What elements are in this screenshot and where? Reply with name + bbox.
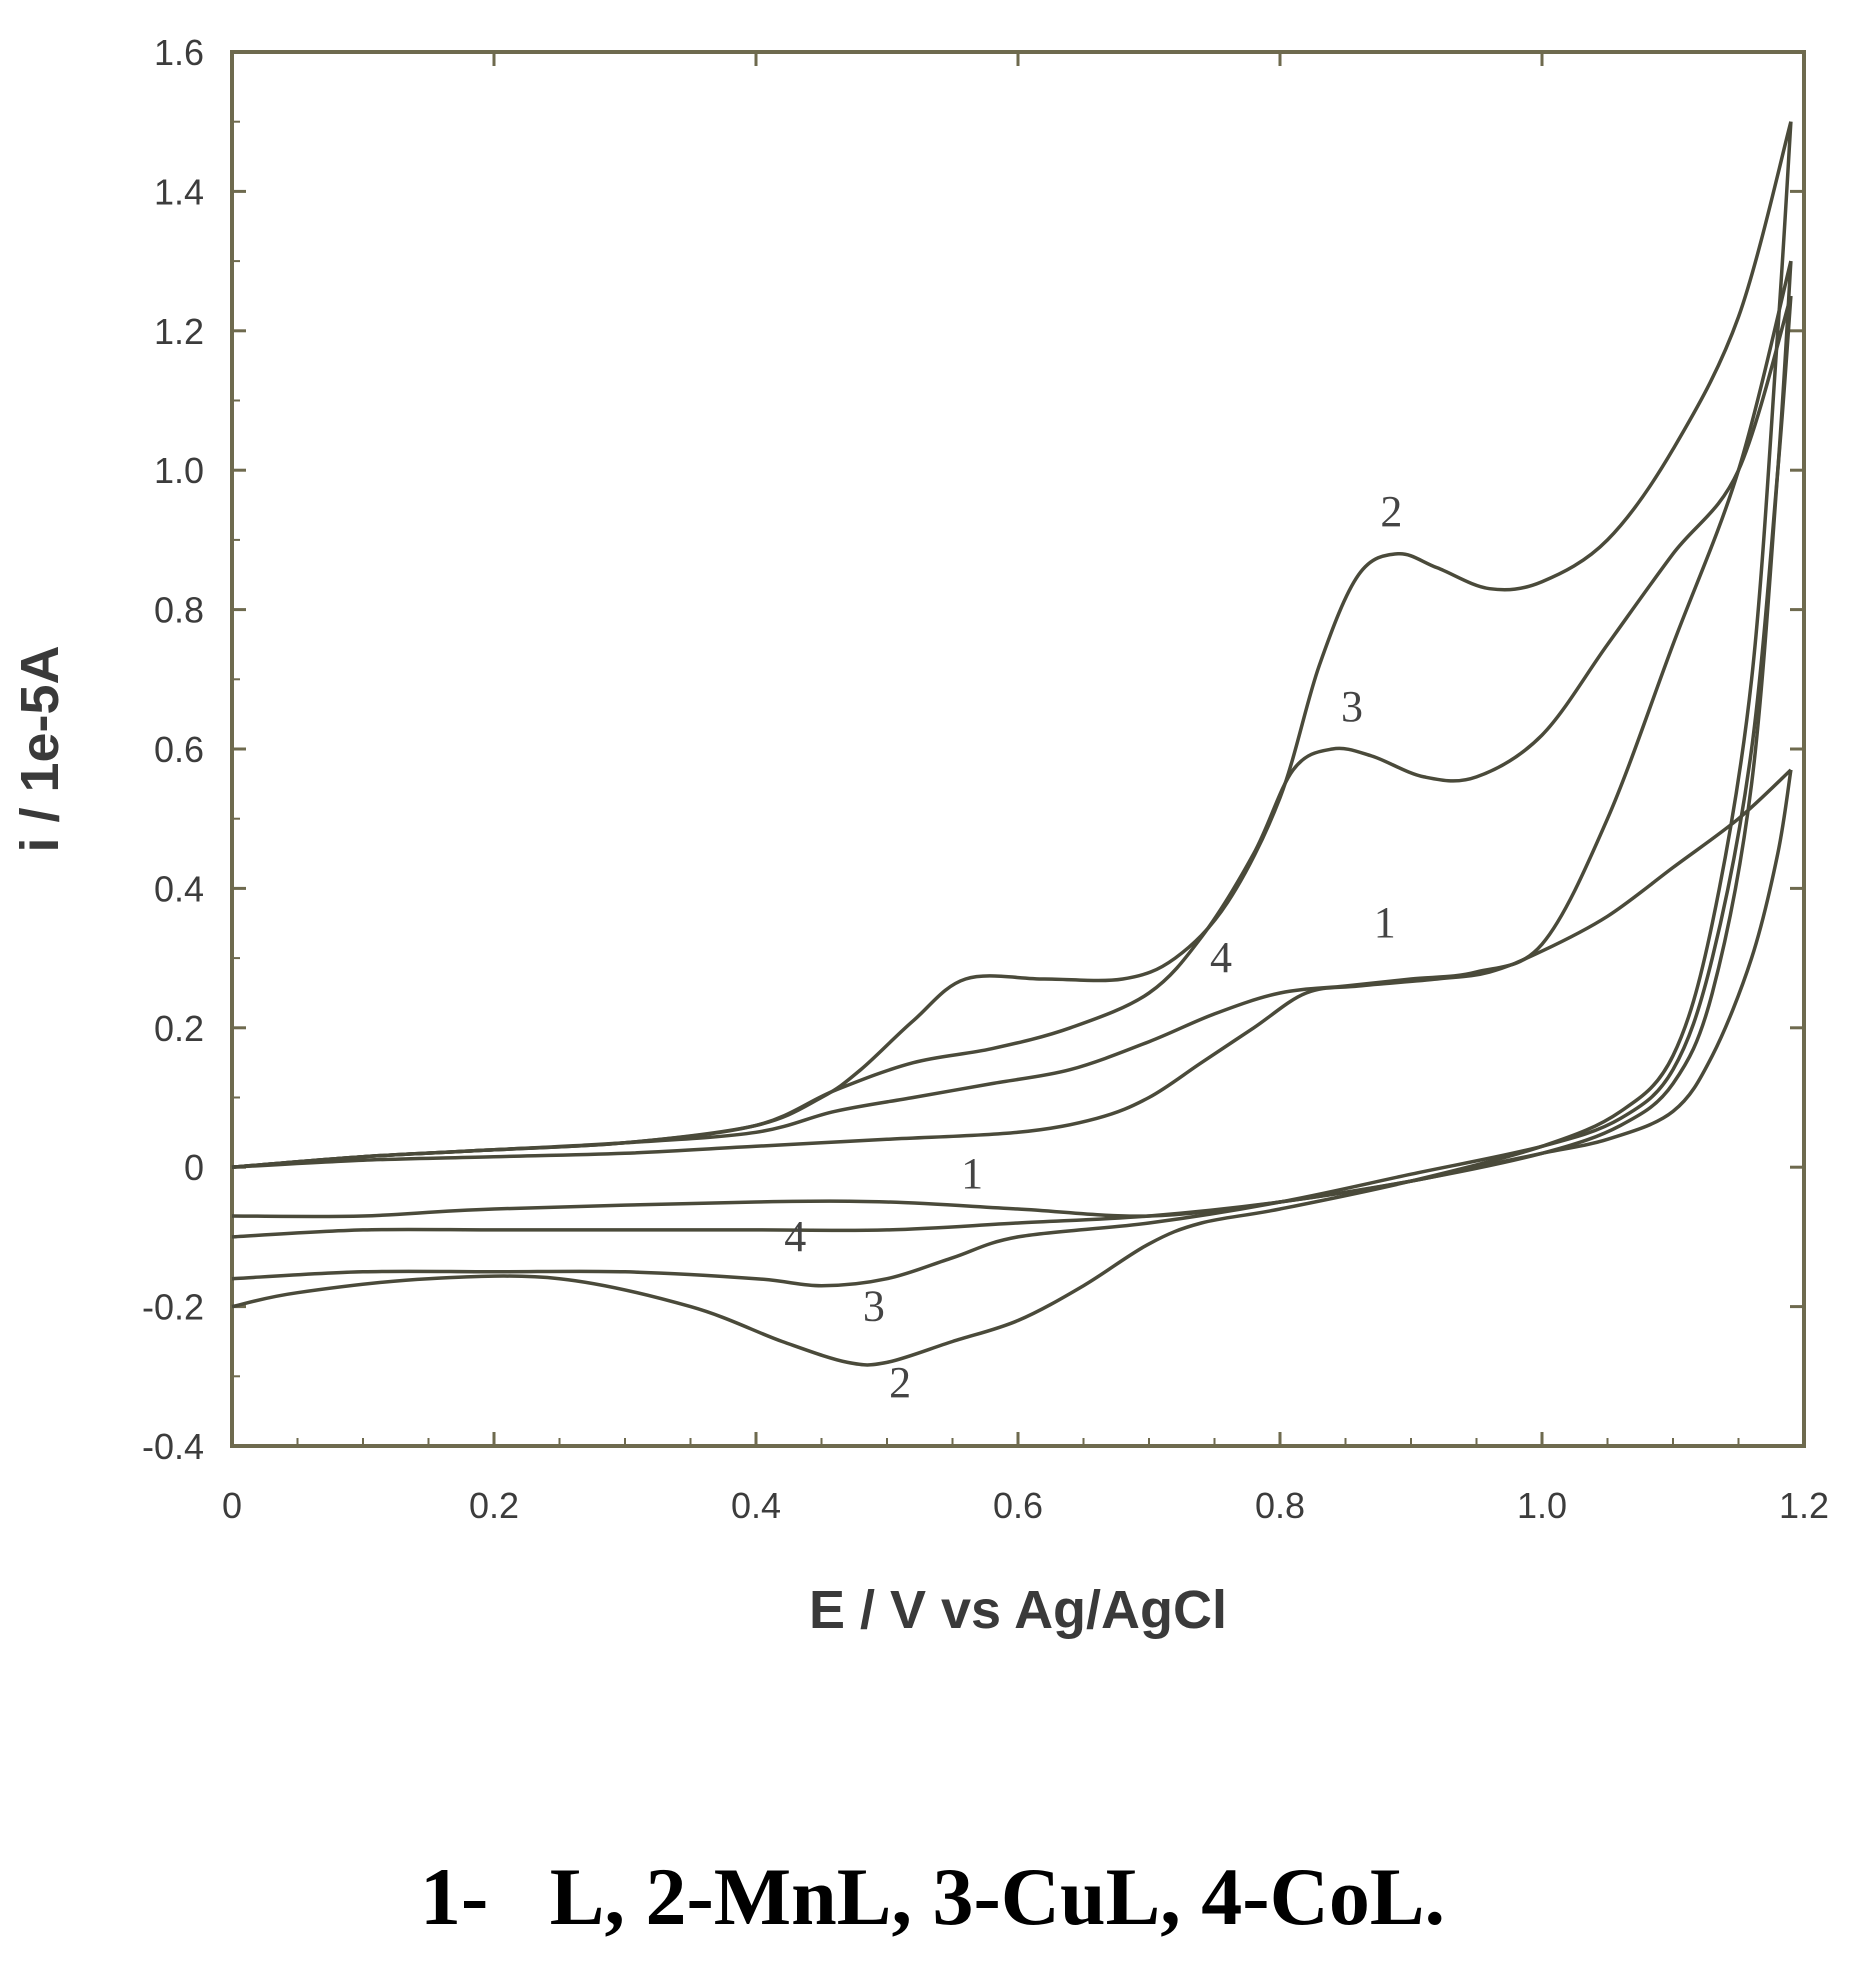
y-tick-label: 0.6 xyxy=(154,729,204,770)
x-tick-label: 0.8 xyxy=(1255,1485,1305,1526)
series-2-cathodic-sweep xyxy=(231,121,1793,1367)
curve-label-1: 1 xyxy=(961,1149,983,1198)
curve-label-4: 4 xyxy=(784,1212,806,1261)
y-tick-label: 0.2 xyxy=(154,1008,204,1049)
series-2-anodic-sweep xyxy=(231,121,1793,1169)
y-tick-label: 0.4 xyxy=(154,868,204,909)
x-tick-label: 0 xyxy=(222,1485,242,1526)
series-layer xyxy=(231,121,1793,1367)
y-tick-label: 1.2 xyxy=(154,311,204,352)
curve-label-4: 4 xyxy=(1210,933,1232,982)
curve-label-2: 2 xyxy=(889,1358,911,1407)
y-tick-label: 1.6 xyxy=(154,32,204,73)
curve-label-3: 3 xyxy=(863,1282,885,1331)
y-tick-label: 1.0 xyxy=(154,450,204,491)
cyclic-voltammogram-chart: 0 0.2 0.4 0.6 0.8 1.0 1.2 -0.4 -0.2 0 0.2 0.4 0.6 0.8… xyxy=(10,32,1829,1640)
x-tick-label: 0.4 xyxy=(731,1485,781,1526)
y-tick-label: -0.4 xyxy=(142,1426,204,1467)
x-tick-label: 0.2 xyxy=(469,1485,519,1526)
series-4-anodic-sweep xyxy=(231,260,1793,1169)
y-tick-label: 0.8 xyxy=(154,590,204,631)
series-3-anodic-sweep xyxy=(231,295,1793,1169)
figure-caption: 1- L, 2-MnL, 3-CuL, 4-CoL. xyxy=(419,1851,1446,1942)
y-tick-label: -0.2 xyxy=(142,1287,204,1328)
series-1-anodic-sweep xyxy=(231,768,1793,1169)
axes-layer: 0 0.2 0.4 0.6 0.8 1.0 1.2 -0.4 -0.2 0 0.2 0.4 0.6 0.8… xyxy=(142,32,1829,1526)
curve-label-2: 2 xyxy=(1380,487,1402,536)
x-axis-title: E / V vs Ag/AgCl xyxy=(809,1580,1227,1640)
curve-label-3: 3 xyxy=(1341,682,1363,731)
series-4-cathodic-sweep xyxy=(231,260,1793,1239)
x-tick-label: 1.2 xyxy=(1779,1485,1829,1526)
x-tick-label: 1.0 xyxy=(1517,1485,1567,1526)
y-tick-label: 1.4 xyxy=(154,171,204,212)
y-axis-title: i / 1e-5A xyxy=(10,645,70,852)
curve-label-1: 1 xyxy=(1374,898,1396,947)
series-3-cathodic-sweep xyxy=(231,295,1793,1288)
x-tick-label: 0.6 xyxy=(993,1485,1043,1526)
y-tick-label: 0 xyxy=(184,1147,204,1188)
